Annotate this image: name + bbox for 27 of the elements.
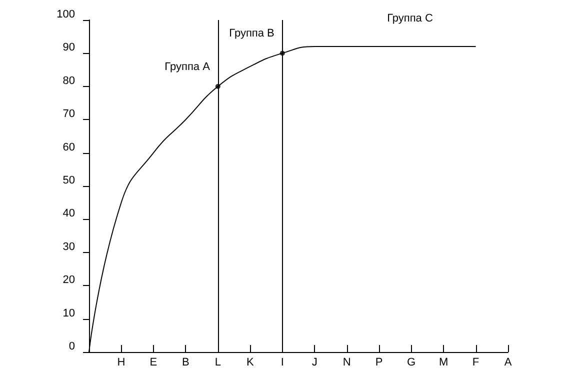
y-tick-label: 30 (62, 240, 75, 253)
y-tick-label: 80 (62, 74, 75, 87)
x-tick-label: H (117, 356, 126, 368)
x-tick-label: N (342, 356, 351, 368)
y-tick-label: 40 (62, 208, 75, 220)
y-tick-label: 90 (62, 42, 75, 54)
x-tick-label: J (312, 356, 318, 368)
x-tick-label: L (214, 356, 221, 368)
x-tick-label: K (246, 356, 254, 368)
y-tick-label: 0 (68, 340, 75, 352)
x-tick-label: A (504, 356, 512, 368)
x-tick-label: M (438, 356, 448, 368)
y-tick-label: 70 (62, 108, 75, 120)
y-tick-label: 50 (62, 174, 75, 186)
annotation: Группа C (387, 12, 433, 24)
y-tick-label: 20 (62, 274, 75, 286)
x-tick-label: I (280, 356, 284, 368)
x-tick-label: B (182, 356, 190, 368)
x-tick-label: P (375, 356, 383, 368)
y-tick-label: 100 (56, 8, 75, 20)
annotation: Группа B (229, 28, 274, 40)
annotation: Группа A (164, 60, 211, 73)
x-tick-label: G (407, 356, 416, 368)
y-tick-label: 10 (62, 307, 75, 320)
y-tick-label: 60 (62, 141, 75, 154)
x-tick-label: E (150, 356, 158, 368)
x-tick-label: F (472, 356, 480, 368)
